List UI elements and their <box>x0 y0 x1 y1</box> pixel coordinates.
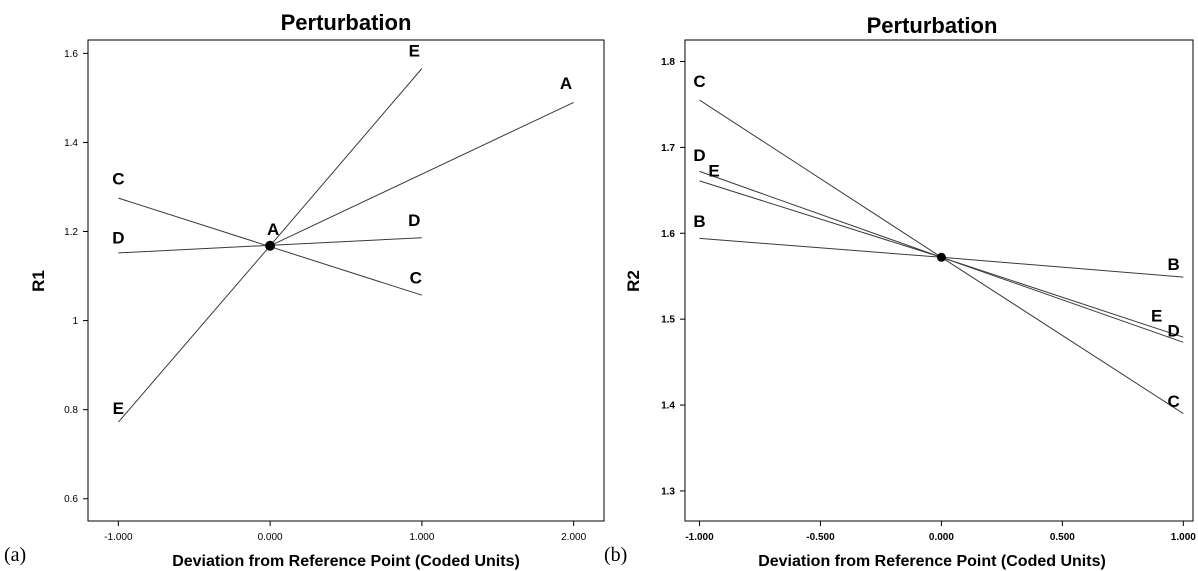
reference-point-marker <box>936 252 946 262</box>
factor-label-c: C <box>693 72 705 91</box>
y-tick-label: 1.6 <box>661 229 675 240</box>
y-tick-label: 1 <box>72 316 78 327</box>
chart-title-a: Perturbation <box>281 10 412 35</box>
panel-label-a: (a) <box>4 544 26 566</box>
x-tick-label: 1.000 <box>409 532 434 543</box>
x-tick-label: -1.000 <box>685 532 714 543</box>
y-tick-label: 1.5 <box>661 315 675 326</box>
y-tick-label: 1.3 <box>661 486 675 497</box>
factor-label-a: A <box>267 220 279 239</box>
reference-point-marker <box>265 240 276 251</box>
x-tick-label: 0.000 <box>258 532 283 543</box>
x-axis-label-a: Deviation from Reference Point (Coded Un… <box>172 553 520 570</box>
chart-title-b: Perturbation <box>867 13 998 38</box>
y-tick-label: 1.7 <box>661 143 675 154</box>
factor-label-d: D <box>693 146 705 165</box>
x-tick-label: 0.000 <box>929 532 954 543</box>
factor-label-c: C <box>410 269 422 288</box>
y-tick-label: 0.6 <box>64 494 78 505</box>
factor-label-d: D <box>1168 321 1180 340</box>
y-axis-label-a: R1 <box>29 270 48 292</box>
factor-label-a: A <box>560 74 572 93</box>
x-tick-label: -1.000 <box>104 532 133 543</box>
factor-label-e: E <box>113 399 124 418</box>
factor-label-c: C <box>112 170 124 189</box>
series-lines-a <box>118 68 574 423</box>
chart-panel-b: Perturbation -1.000 -0.500 0.000 0.500 1.000… <box>604 13 1196 570</box>
factor-label-e: E <box>1151 307 1162 326</box>
x-tick-label: 2.000 <box>561 532 586 543</box>
y-tick-label: 1.2 <box>64 227 78 238</box>
factor-label-e: E <box>409 41 420 60</box>
y-tick-label: 1.4 <box>64 138 78 149</box>
factor-labels-a: A A C C D D E E <box>112 41 572 418</box>
factor-label-c: C <box>1168 392 1180 411</box>
y-tick-label: 0.8 <box>64 405 78 416</box>
x-tick-label: -0.500 <box>806 532 835 543</box>
chart-panel-a: Perturbation -1.000 0.000 1.000 2.000 0.6 0.8… <box>4 10 605 570</box>
x-tick-label: 1.000 <box>1171 532 1196 543</box>
axis-ticks-b: -1.000 -0.500 0.000 0.500 1.000 1.3 1.4 1.5 1.6 1… <box>661 57 1196 543</box>
series-line-a <box>269 101 574 247</box>
plot-area-b <box>684 39 1194 522</box>
y-tick-label: 1.6 <box>64 49 78 60</box>
axis-ticks-a: -1.000 0.000 1.000 2.000 0.6 0.8 1 1.2 1.4 1.6 <box>64 49 587 543</box>
series-lines-b <box>699 99 1184 415</box>
y-tick-label: 1.8 <box>661 57 675 68</box>
x-tick-label: 0.500 <box>1050 532 1075 543</box>
y-tick-label: 1.4 <box>661 401 675 412</box>
factor-label-b: B <box>693 212 705 231</box>
plot-area-a <box>87 39 605 522</box>
factor-label-d: D <box>408 211 420 230</box>
factor-label-d: D <box>112 229 124 248</box>
factor-label-e: E <box>708 162 719 181</box>
y-axis-label-b: R2 <box>624 270 643 292</box>
x-axis-label-b: Deviation from Reference Point (Coded Un… <box>758 553 1106 570</box>
factor-label-b: B <box>1168 255 1180 274</box>
panel-label-b: (b) <box>604 544 627 566</box>
